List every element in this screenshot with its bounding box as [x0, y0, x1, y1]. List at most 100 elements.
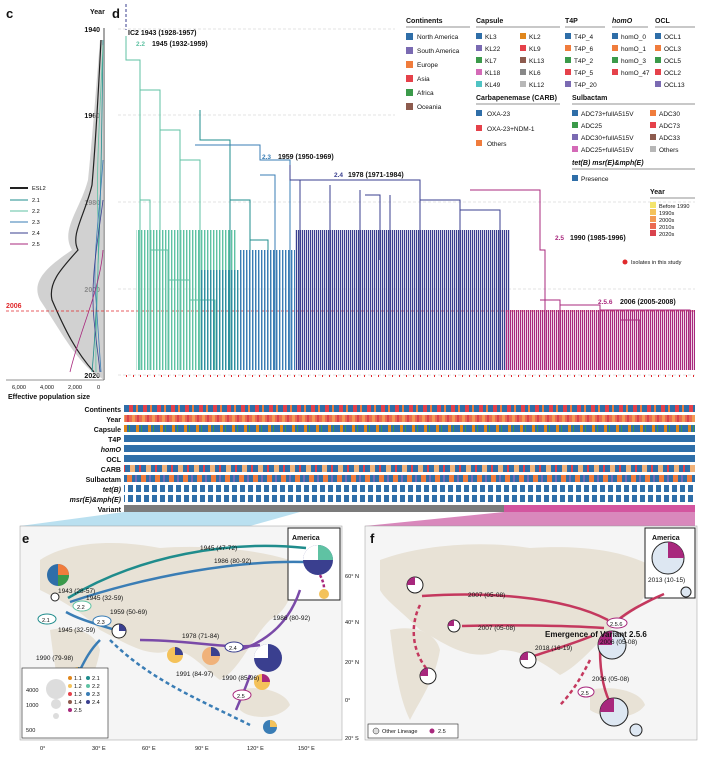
- event-e-1978: 1978 (71-84): [182, 633, 219, 640]
- track-label-homo: homO: [101, 447, 122, 454]
- marker-2006: 2006: [6, 303, 22, 310]
- event-e-1986-a: 1986 (80-92): [214, 558, 251, 565]
- event-labels-e: 1943 (28-57) 1945 (32-59) 1945 (32-59) 1…: [36, 545, 310, 682]
- legend-adc25-a515v: ADC25+fullA515V: [581, 147, 634, 154]
- legend-homo-title: homO: [612, 18, 633, 25]
- x-ticks: 6,000 4,000 2,000 0: [12, 385, 100, 391]
- ne-confidence-band: [37, 40, 104, 380]
- legend-kl18: KL18: [485, 70, 501, 77]
- panel-e-letter: e: [22, 531, 29, 546]
- bubble-2-3: 2.3: [97, 620, 105, 626]
- legend-tet-title: tet(B) msr(E)&mph(E): [572, 160, 644, 167]
- legend-north-america: North America: [417, 34, 459, 41]
- legend-sulb-others: Others: [659, 147, 679, 154]
- transmission-arrows-f: [412, 592, 665, 707]
- node-2-3: 1959 (1950-1969): [278, 154, 334, 161]
- bubble-2-5: 2.5: [237, 694, 245, 700]
- pies-e: [47, 545, 333, 734]
- track-label-continents: Continents: [84, 407, 121, 414]
- event-labels-f: 2013 (10-15) 2007 (05-08) 2007 (05-08) 2…: [468, 577, 685, 683]
- legend-ocl: OCL OCL1 OCL3 OCL5 OCL2 OCL13: [655, 18, 695, 89]
- event-e-1959: 1959 (50-69): [110, 609, 147, 616]
- connector-e: [20, 512, 300, 526]
- legend-kl12: KL12: [529, 82, 545, 89]
- lineage-bubbles-f: 2.5.6 2.5: [577, 617, 628, 698]
- legend-2-1: 2.1: [32, 198, 40, 204]
- xtick-6000: 6,000: [12, 385, 26, 391]
- ne-curve-2-1: [91, 39, 104, 373]
- legend-t4p-5: T4P_5: [574, 70, 594, 77]
- legend-oxa23: OXA-23: [487, 111, 511, 118]
- track-labels: Continents Year Capsule T4P homO OCL CAR…: [70, 407, 122, 514]
- legend-carb-others: Others: [487, 141, 507, 148]
- pies-f: [406, 541, 692, 737]
- lineage-1-4: 1.4: [74, 700, 82, 706]
- lon-60e: 60° E: [142, 746, 156, 752]
- panel-f-region: America: [652, 535, 680, 542]
- ne-curve-esl2: [50, 39, 102, 373]
- legend-ocl5: OCL5: [664, 58, 681, 65]
- panel-f-map: [364, 525, 698, 741]
- node-2-3-id: 2.3: [262, 154, 271, 161]
- map-e-axis: 60° N 40° N 20° N 0° 20° S 0° 30° E 60° …: [40, 574, 359, 752]
- tree-tips-2-5: [505, 310, 695, 370]
- legend-sulbactam-title: Sulbactam: [572, 95, 607, 102]
- bubble-2-2: 2.2: [77, 605, 85, 611]
- size-500: 500: [26, 728, 35, 734]
- legend-carb: Carbapenemase (CARB) OXA-23 OXA-23+NDM-1…: [476, 95, 560, 148]
- bubble-2-1: 2.1: [42, 618, 50, 624]
- isolate-marker-icon: [622, 259, 628, 265]
- event-e-1945-b: 1945 (32-59): [58, 627, 95, 634]
- node-2-2-id: 2.2: [136, 41, 145, 48]
- track-label-year: Year: [106, 417, 121, 424]
- ne-curve-2-5: [69, 249, 104, 373]
- lon-150e: 150° E: [298, 746, 315, 752]
- node-2-4-id: 2.4: [334, 172, 343, 179]
- year-1940: 1940: [84, 27, 100, 34]
- legend-2-3: 2.3: [32, 220, 40, 226]
- legend-homo-0: homO_0: [621, 34, 646, 41]
- track-label-tetb: tet(B): [103, 487, 122, 494]
- legend-tet: tet(B) msr(E)&mph(E) Presence: [572, 160, 695, 183]
- legend-homo-3: homO_3: [621, 58, 646, 65]
- event-e-1986-b: 1986 (80-92): [273, 615, 310, 622]
- legend-adc73: ADC73: [659, 123, 680, 130]
- node-2-5: 1990 (1985-1996): [570, 235, 626, 242]
- bubble-f-2-5-6: 2.5.6: [610, 622, 622, 628]
- node-2-5-6: 2006 (2005-2008): [620, 299, 676, 306]
- legend-2-5: 2.5: [32, 242, 40, 248]
- legend-adc73-a515v: ADC73+fullA515V: [581, 111, 634, 118]
- x-axis-label: Effective population size: [8, 394, 90, 401]
- legend-kl13: KL13: [529, 58, 545, 65]
- legend-ocl13: OCL13: [664, 82, 685, 89]
- event-e-1945-a: 1945 (32-59): [86, 595, 123, 602]
- event-f-2018: 2018 (16-19): [535, 645, 572, 652]
- legend-europe: Europe: [417, 62, 438, 69]
- track-label-capsule: Capsule: [94, 427, 121, 434]
- legend-africa: Africa: [417, 90, 434, 97]
- legend-presence: Presence: [581, 176, 609, 183]
- lon-90e: 90° E: [195, 746, 209, 752]
- xtick-2000: 2,000: [68, 385, 82, 391]
- legend-kl3: KL3: [485, 34, 497, 41]
- event-e-1990-a: 1990 (79-98): [36, 655, 73, 662]
- legend-south-america: South America: [417, 48, 460, 55]
- legend-ocl2: OCL2: [664, 70, 681, 77]
- xtick-4000: 4,000: [40, 385, 54, 391]
- event-f-2006-b: 2006 (05-08): [592, 676, 629, 683]
- transmission-arrows-e: [65, 544, 326, 727]
- lineage-2-1: 2.1: [92, 676, 100, 682]
- year-1960: 1960: [84, 113, 100, 120]
- legend-adc30-a515v: ADC30+fullA515V: [581, 135, 634, 142]
- legend-1990s: 1990s: [659, 211, 674, 217]
- lat-60n: 60° N: [345, 574, 359, 580]
- legend-kl6: KL6: [529, 70, 541, 77]
- legend-2010s: 2010s: [659, 225, 674, 231]
- lineage-1-2: 1.2: [74, 684, 82, 690]
- legend-t4p: T4P T4P_4 T4P_6 T4P_2 T4P_5 T4P_20: [565, 18, 605, 89]
- legend-ocl-title: OCL: [655, 18, 671, 25]
- legend-adc33: ADC33: [659, 135, 680, 142]
- legend-oceania: Oceania: [417, 104, 442, 111]
- legend-homo-47: homO_47: [621, 70, 650, 77]
- legend-t4p-2: T4P_2: [574, 58, 594, 65]
